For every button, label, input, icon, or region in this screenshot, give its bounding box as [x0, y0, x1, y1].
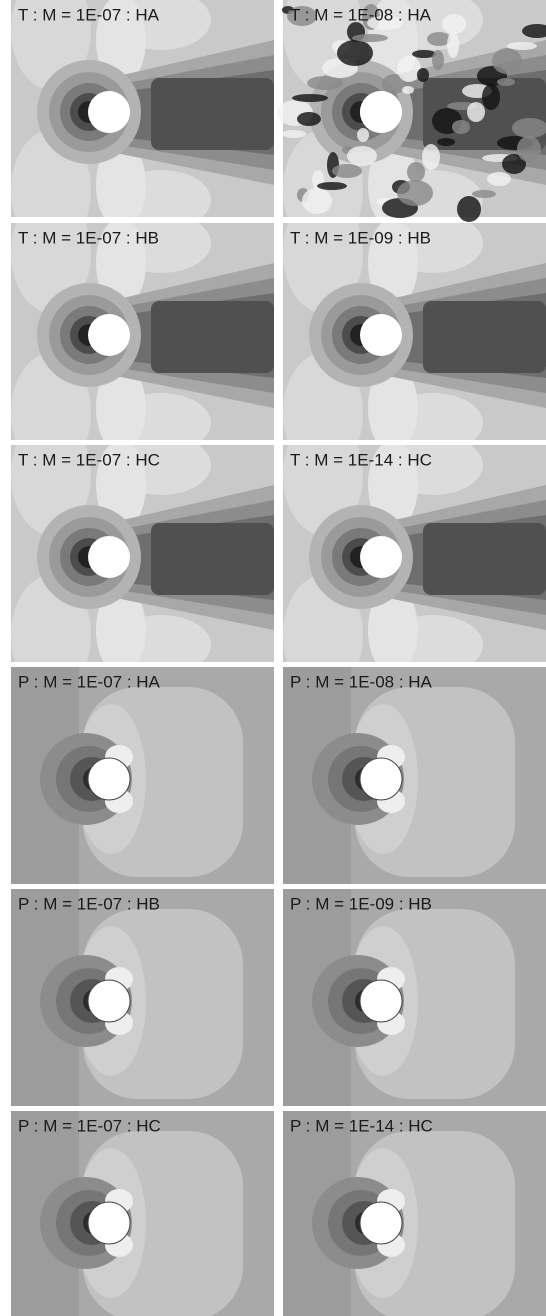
noise-blob: [442, 14, 466, 34]
contour-panel: P : M = 1E-14 : HC: [283, 1111, 546, 1316]
noise-blob: [407, 162, 425, 182]
contour-panel: T : M = 1E-07 : HB: [11, 193, 274, 473]
contour-field: [283, 1111, 546, 1316]
noise-blob: [432, 50, 444, 70]
noise-blob: [357, 128, 369, 142]
noise-blob: [292, 94, 328, 102]
noise-blob: [397, 180, 433, 206]
figure: T : M = 1E-07 : HA T : M = 1E-08 : HA T : …: [0, 0, 546, 1316]
panel-label: T : M = 1E-08 : HA: [290, 5, 432, 24]
panel-label: T : M = 1E-09 : HB: [290, 228, 431, 247]
panels: T : M = 1E-07 : HA T : M = 1E-08 : HA T : …: [11, 0, 546, 1316]
contour-field: [11, 1111, 274, 1316]
noise-blob: [352, 34, 388, 42]
noise-blob: [402, 86, 414, 94]
noise-blob: [482, 84, 500, 110]
contour-field: [11, 0, 274, 250]
panel-label: P : M = 1E-09 : HB: [290, 894, 432, 913]
noise-blob: [332, 164, 362, 178]
noise-blob: [282, 130, 306, 138]
noise-blob: [302, 188, 332, 214]
contour-panel: P : M = 1E-07 : HA: [11, 667, 274, 884]
contour-field: [283, 889, 546, 1106]
contour-field: [11, 889, 274, 1106]
noise-blob: [317, 182, 347, 190]
noise-blob: [422, 144, 440, 170]
noise-blob: [487, 172, 511, 186]
panel-label: T : M = 1E-07 : HC: [18, 450, 160, 469]
panel-label: P : M = 1E-07 : HB: [18, 894, 160, 913]
noise-blob: [497, 78, 515, 86]
noise-blob: [397, 56, 421, 82]
noise-blob: [447, 32, 459, 58]
noise-blob: [507, 42, 537, 50]
contour-panel: P : M = 1E-08 : HA: [283, 667, 546, 884]
panel-label: T : M = 1E-07 : HB: [18, 228, 159, 247]
contour-panel: T : M = 1E-09 : HB: [283, 193, 546, 473]
contour-panel: P : M = 1E-07 : HB: [11, 889, 274, 1106]
noise-blob: [417, 68, 429, 82]
contour-panel: P : M = 1E-09 : HB: [283, 889, 546, 1106]
contour-panel: T : M = 1E-07 : HA: [11, 0, 274, 250]
panel-label: P : M = 1E-14 : HC: [290, 1116, 433, 1135]
contour-panel: T : M = 1E-08 : HA: [277, 0, 546, 250]
noise-blob: [297, 112, 321, 126]
noise-blob: [517, 136, 541, 162]
panel-label: T : M = 1E-07 : HA: [18, 5, 160, 24]
noise-blob: [472, 190, 496, 198]
cylinder: [360, 91, 402, 133]
panel-label: T : M = 1E-14 : HC: [290, 450, 432, 469]
panel-label: P : M = 1E-07 : HA: [18, 672, 161, 691]
panel-label: P : M = 1E-08 : HA: [290, 672, 433, 691]
contour-panel: T : M = 1E-07 : HC: [11, 415, 274, 695]
noise-blob: [437, 138, 455, 146]
noise-blob: [307, 76, 343, 90]
noise-blob: [347, 146, 377, 166]
noise-blob: [452, 120, 470, 134]
contour-panel: P : M = 1E-07 : HC: [11, 1111, 274, 1316]
noise-blob: [467, 102, 485, 122]
contour-panel: T : M = 1E-14 : HC: [283, 415, 546, 695]
panel-label: P : M = 1E-07 : HC: [18, 1116, 161, 1135]
noise-blob: [492, 48, 522, 74]
noise-blob: [457, 196, 481, 222]
contour-field: [11, 667, 274, 884]
contour-field: [283, 667, 546, 884]
noise-blob: [337, 40, 373, 66]
